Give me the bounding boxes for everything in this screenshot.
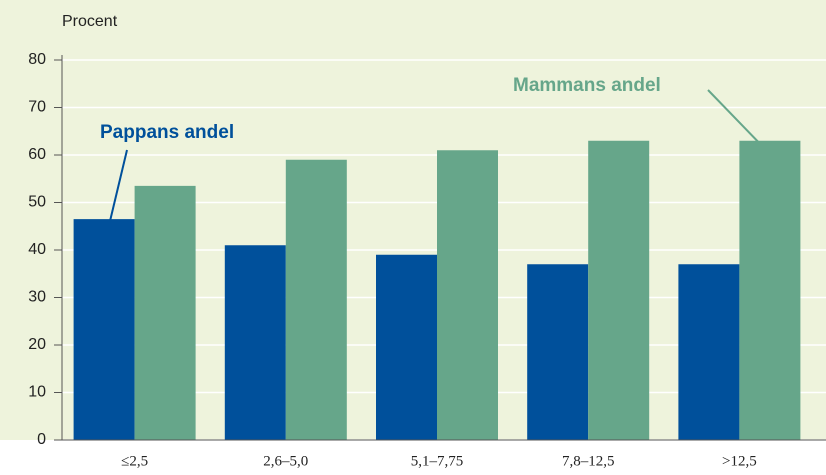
- x-axis-band: [0, 440, 826, 475]
- x-tick-label: ≤2,5: [121, 453, 148, 469]
- y-tick-label: 10: [28, 384, 46, 401]
- bar: [285, 159, 347, 440]
- x-tick-label: 5,1–7,75: [411, 453, 464, 469]
- y-tick-label: 70: [28, 99, 46, 116]
- x-tick-label: 7,8–12,5: [562, 453, 615, 469]
- legend-label: Mammans andel: [513, 75, 661, 96]
- y-tick-label: 60: [28, 146, 46, 163]
- bar: [527, 264, 589, 440]
- bar: [376, 254, 437, 440]
- leader-line: [707, 89, 761, 145]
- y-tick-label: 50: [28, 194, 46, 211]
- bar: [739, 140, 801, 440]
- bar: [134, 185, 196, 440]
- y-axis-title: Procent: [62, 13, 118, 30]
- y-tick-label: 20: [28, 336, 46, 353]
- bar: [678, 264, 740, 440]
- x-tick-label: 2,6–5,0: [263, 453, 308, 469]
- leader-line: [109, 149, 128, 222]
- bar: [588, 140, 650, 440]
- y-tick-label: 0: [37, 431, 46, 448]
- bar: [73, 219, 135, 440]
- bar: [437, 150, 498, 440]
- y-tick-label: 40: [28, 241, 46, 258]
- legend-label: Pappans andel: [100, 122, 234, 143]
- bar: [224, 245, 286, 440]
- x-tick-label: >12,5: [722, 453, 757, 469]
- y-tick-label: 30: [28, 289, 46, 306]
- y-tick-label: 80: [28, 51, 46, 68]
